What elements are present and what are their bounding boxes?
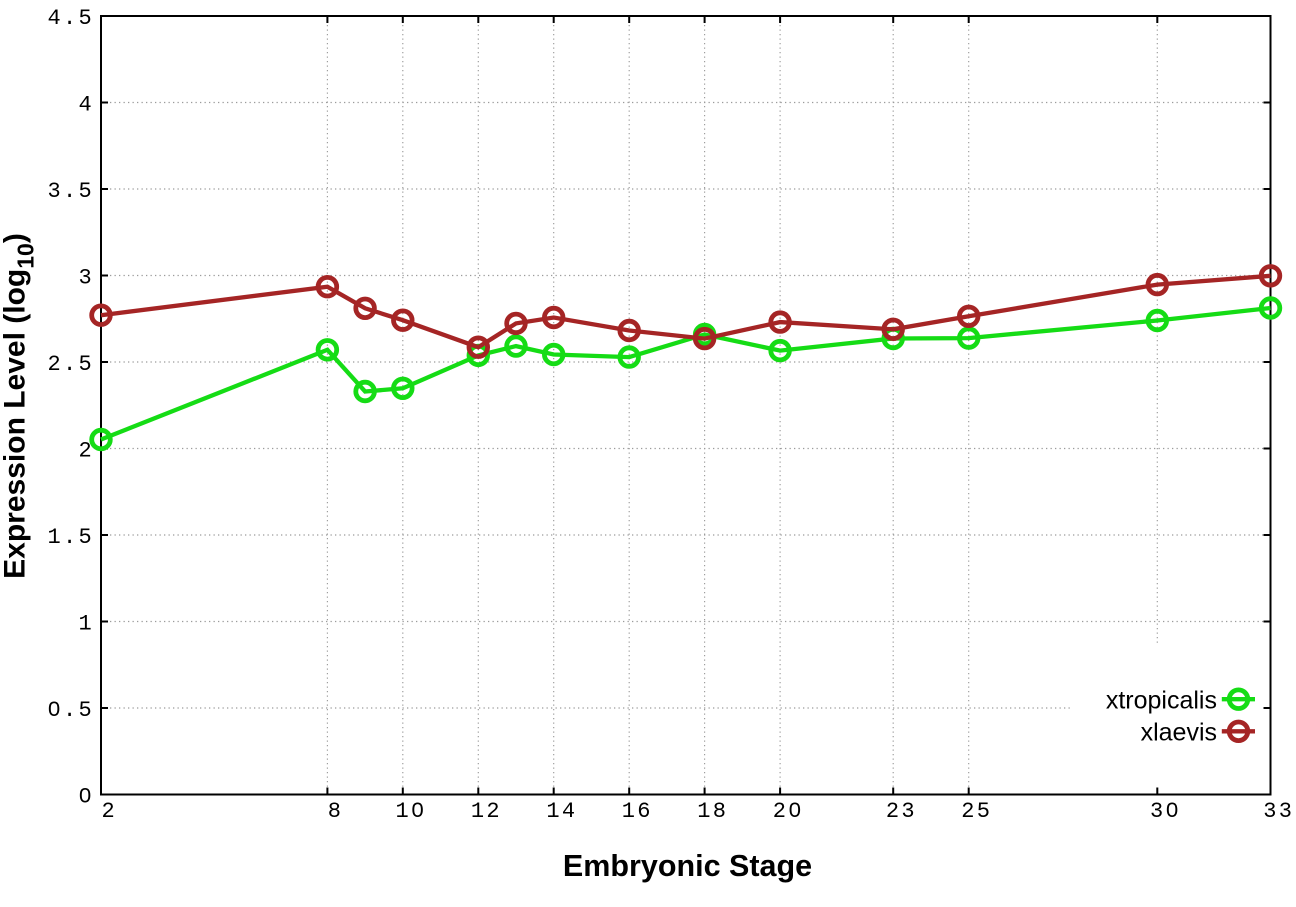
svg-text:25: 25 [961,799,992,824]
svg-text:4: 4 [78,93,94,118]
svg-text:2.5: 2.5 [47,352,94,377]
svg-text:33: 33 [1263,799,1294,824]
svg-text:xlaevis: xlaevis [1141,719,1217,747]
svg-text:3.5: 3.5 [47,179,94,204]
svg-text:1.5: 1.5 [47,525,94,550]
svg-text:3: 3 [78,266,94,291]
svg-text:1: 1 [78,612,94,637]
svg-text:8: 8 [328,799,344,824]
svg-text:20: 20 [773,799,804,824]
svg-text:xtropicalis: xtropicalis [1106,687,1217,715]
svg-text:14: 14 [546,799,577,824]
svg-text:30: 30 [1150,799,1181,824]
svg-text:16: 16 [622,799,653,824]
svg-text:12: 12 [471,799,502,824]
svg-text:Embryonic Stage: Embryonic Stage [563,849,812,883]
svg-text:18: 18 [697,799,728,824]
svg-text:10: 10 [395,799,426,824]
svg-text:2: 2 [78,439,94,464]
svg-text:4.5: 4.5 [47,6,94,31]
svg-text:2: 2 [101,799,117,824]
svg-text:23: 23 [886,799,917,824]
